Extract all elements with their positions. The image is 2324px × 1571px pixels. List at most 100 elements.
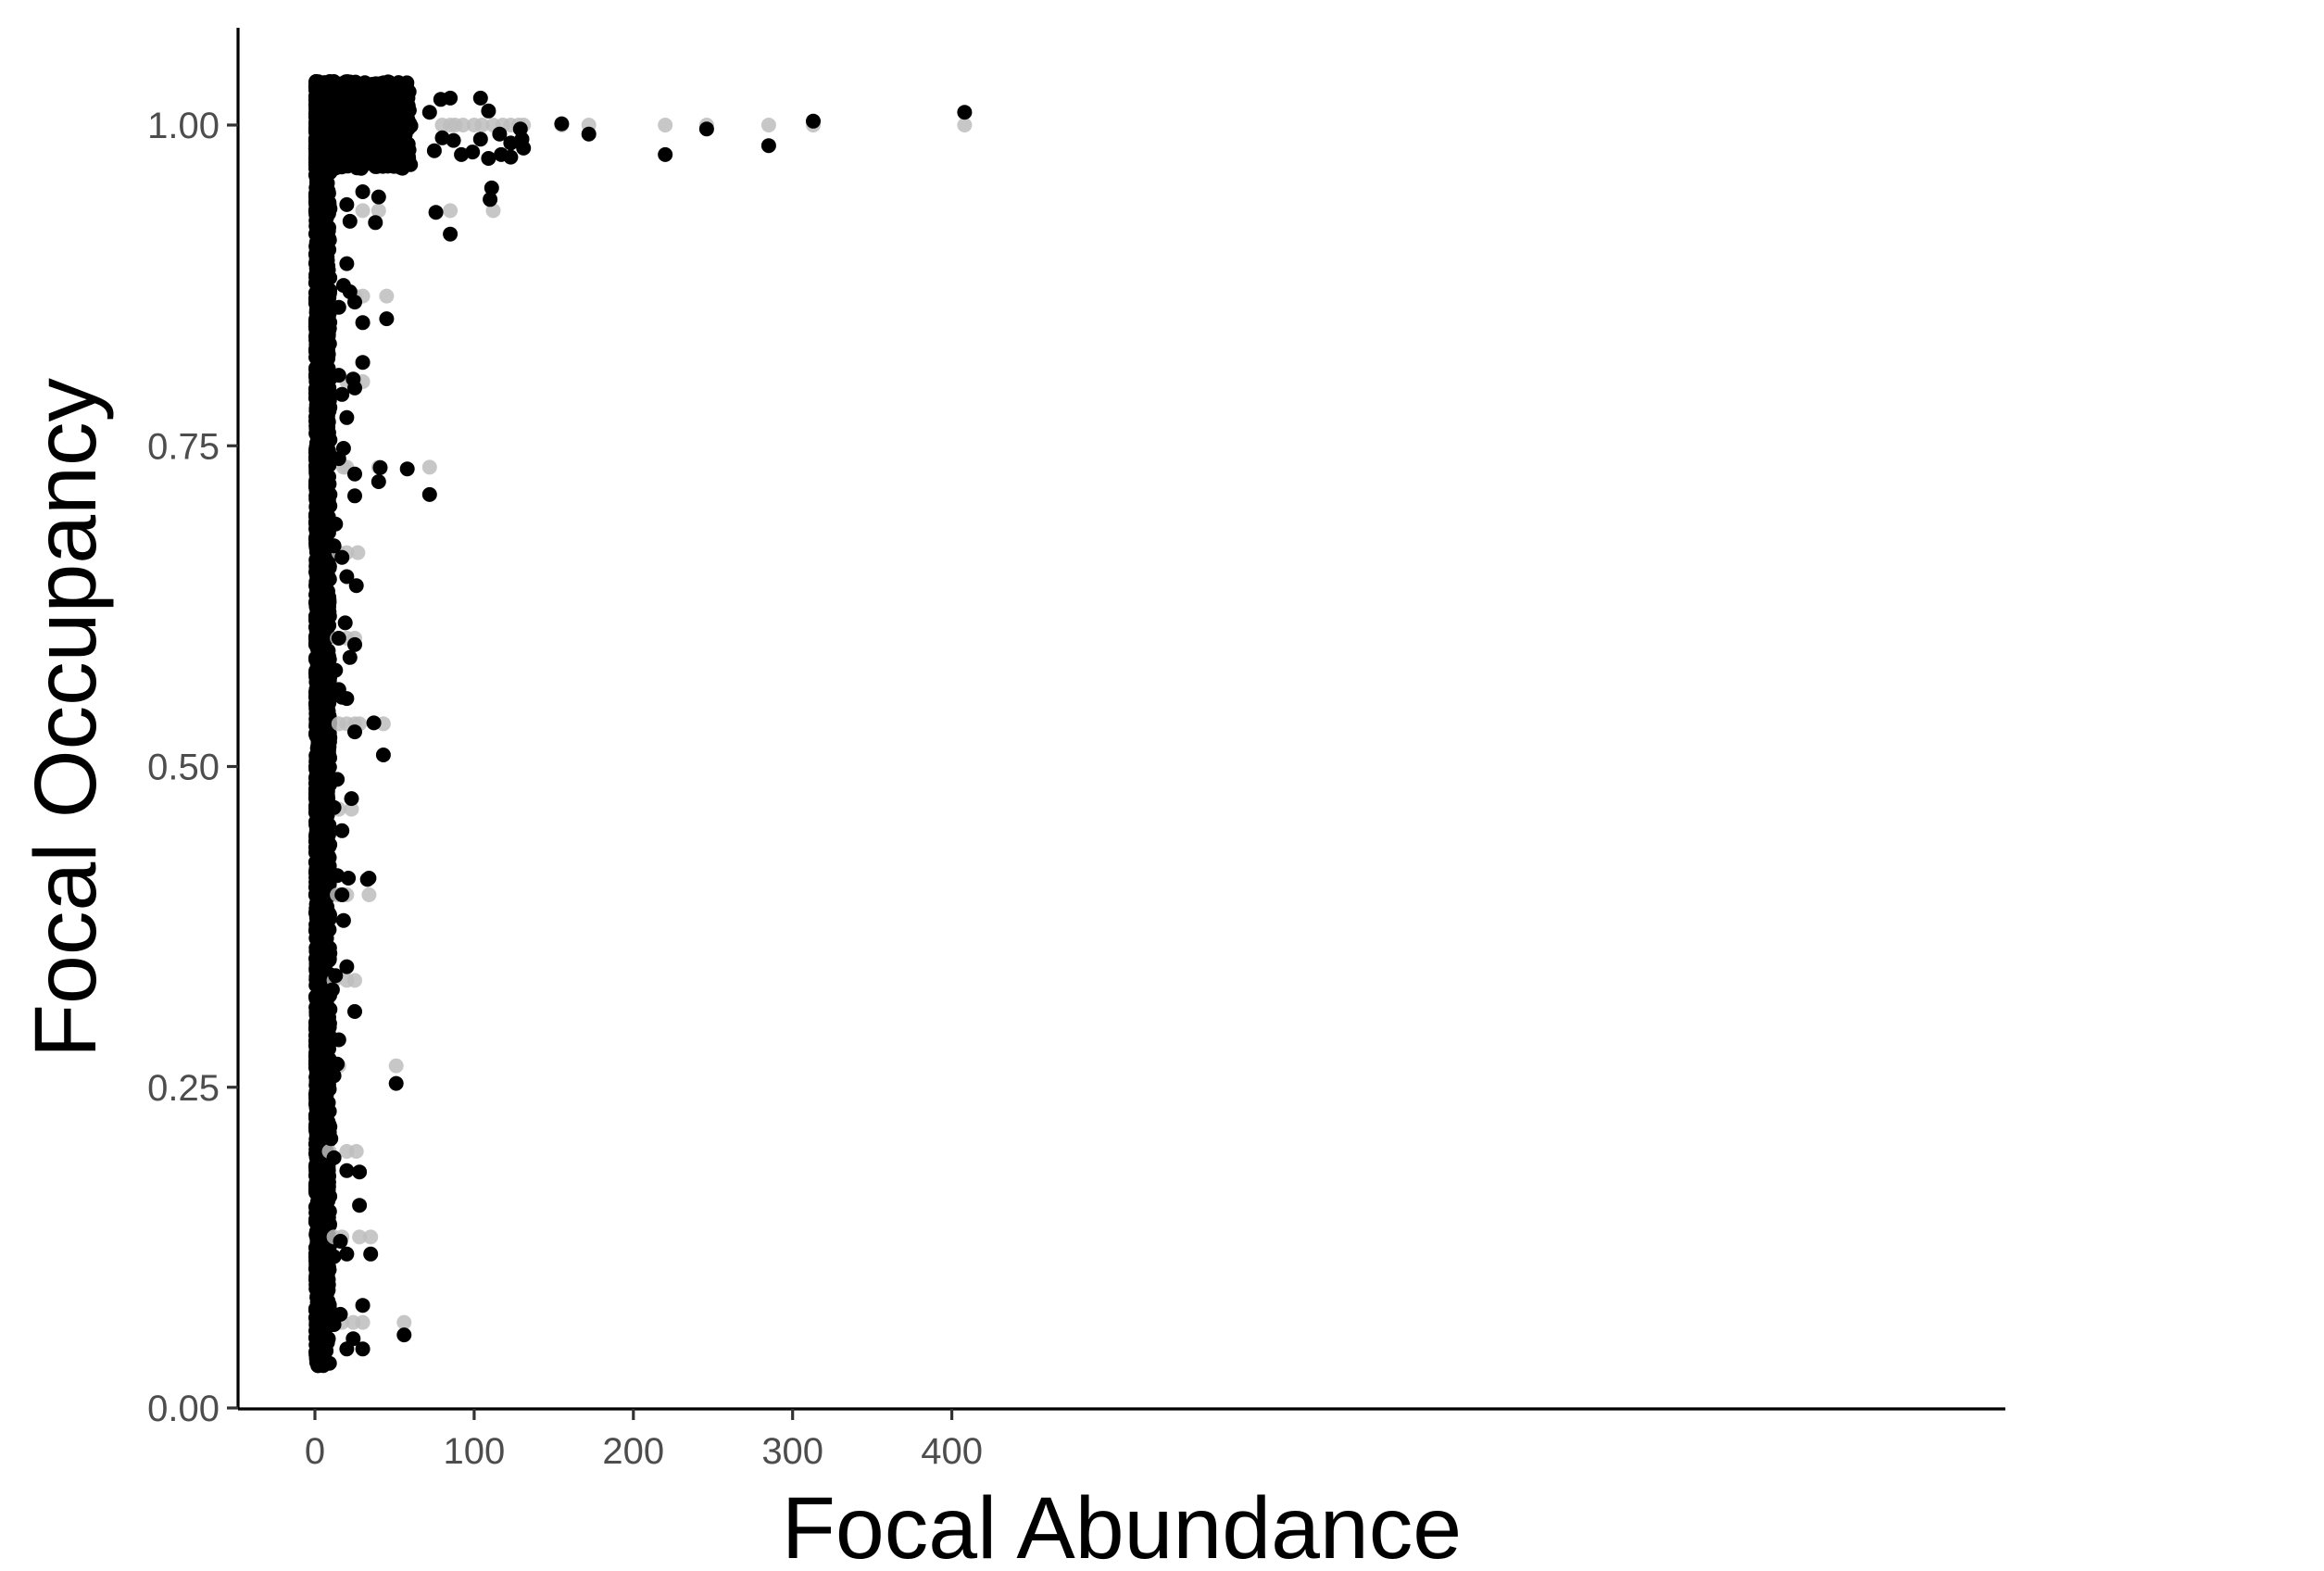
data-point — [318, 207, 333, 222]
data-point — [310, 516, 326, 532]
data-point — [399, 75, 415, 91]
data-point — [384, 155, 400, 170]
data-point — [347, 724, 362, 740]
x-tick-label: 300 — [761, 1431, 823, 1472]
data-point — [363, 1246, 379, 1262]
data-point — [310, 1358, 326, 1374]
axes — [236, 28, 2005, 1411]
data-point — [421, 105, 437, 120]
data-point — [381, 74, 396, 90]
y-tick-label: 0.75 — [147, 426, 220, 467]
x-axis-ticks: 0 100 200 300 400 — [305, 1409, 983, 1472]
data-point — [317, 1267, 333, 1283]
data-point — [313, 128, 329, 144]
y-axis-title: Focal Occupancy — [17, 378, 115, 1058]
data-point — [376, 132, 392, 147]
data-point — [472, 90, 488, 106]
data-point — [326, 538, 342, 554]
data-point — [396, 148, 412, 164]
data-point — [335, 912, 351, 928]
data-point — [312, 584, 328, 600]
data-point — [503, 135, 519, 151]
y-axis-ticks: 0.00 0.25 0.50 0.75 1.00 — [147, 106, 238, 1429]
y-tick-label: 0.00 — [147, 1389, 220, 1429]
data-point — [308, 860, 324, 875]
data-point — [355, 184, 371, 199]
data-point — [308, 1116, 324, 1132]
data-point — [483, 192, 498, 207]
data-point — [320, 832, 335, 848]
data-point — [345, 371, 361, 387]
data-point — [334, 887, 350, 902]
data-point — [316, 98, 332, 114]
data-point — [340, 155, 356, 170]
data-point — [399, 461, 415, 477]
data-point — [485, 203, 501, 219]
data-point — [313, 439, 329, 454]
data-point — [323, 75, 339, 91]
data-point — [308, 219, 324, 233]
data-point — [484, 180, 499, 195]
data-point — [421, 486, 437, 502]
data-point — [320, 270, 335, 286]
data-point — [339, 973, 355, 988]
data-point — [309, 895, 325, 911]
data-point — [328, 662, 344, 678]
data-point — [321, 1217, 337, 1233]
data-point — [310, 546, 326, 561]
data-point — [352, 1229, 368, 1245]
data-point — [339, 1341, 355, 1357]
data-point — [806, 113, 821, 129]
data-point — [454, 146, 470, 162]
data-point — [347, 636, 362, 652]
data-point — [334, 113, 350, 129]
data-point — [345, 1314, 361, 1330]
data-point — [311, 665, 327, 680]
data-point — [344, 791, 359, 807]
data-point — [331, 451, 346, 467]
data-point — [355, 1341, 371, 1357]
data-point — [330, 772, 345, 787]
data-point — [309, 573, 325, 589]
data-point — [472, 132, 488, 147]
data-point — [421, 459, 437, 475]
data-point — [446, 132, 461, 148]
data-point — [324, 982, 340, 998]
data-point — [347, 488, 362, 504]
data-point — [308, 1084, 324, 1099]
data-point — [339, 959, 355, 974]
y-tick-label: 0.50 — [147, 748, 220, 788]
data-point — [339, 1144, 355, 1159]
data-point — [396, 1327, 412, 1343]
data-point — [331, 716, 346, 732]
data-point — [320, 735, 335, 751]
data-point — [316, 1296, 332, 1312]
x-tick-label: 100 — [444, 1431, 506, 1472]
data-point — [308, 349, 323, 365]
data-point — [369, 101, 384, 116]
data-point — [368, 215, 383, 231]
data-point — [371, 189, 386, 205]
data-point — [658, 118, 673, 132]
data-point — [331, 631, 346, 646]
data-point — [320, 1178, 336, 1194]
data-point — [326, 1150, 342, 1165]
data-point — [554, 116, 570, 132]
data-point — [443, 203, 459, 219]
data-point — [310, 842, 326, 858]
data-point — [339, 1163, 355, 1178]
data-point — [308, 1227, 324, 1242]
data-point — [760, 118, 776, 132]
data-point — [326, 1249, 342, 1264]
data-point — [319, 473, 334, 489]
data-point — [310, 908, 325, 924]
data-point — [330, 1056, 345, 1072]
data-point — [312, 114, 328, 130]
data-point — [310, 991, 325, 1007]
data-point — [371, 474, 386, 489]
data-point — [347, 1004, 362, 1019]
data-point — [426, 143, 442, 158]
data-point — [957, 118, 973, 132]
data-point — [443, 226, 459, 242]
data-point — [342, 649, 358, 665]
